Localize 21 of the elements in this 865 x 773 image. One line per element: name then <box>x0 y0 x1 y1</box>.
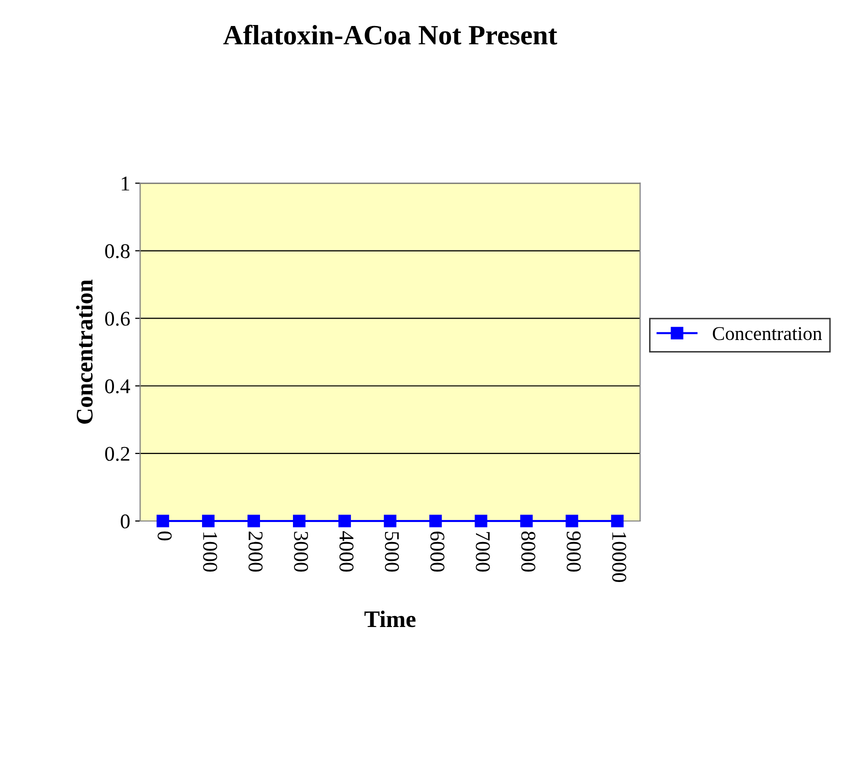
x-tick-label: 6000 <box>430 532 444 572</box>
y-tick-label: 1 <box>122 176 130 190</box>
x-tick-label: 4000 <box>339 531 354 572</box>
x-tick-label: 5000 <box>384 532 399 572</box>
x-tick-label: 8000 <box>521 532 536 572</box>
x-tick-label: 2000 <box>248 532 263 572</box>
chart-title: Aflatoxin-ACoa Not Present <box>223 24 558 45</box>
y-tick-label: 0.8 <box>105 244 130 258</box>
y-tick-label: 0.4 <box>105 379 130 394</box>
x-tick-label: 3000 <box>294 532 308 572</box>
x-tick-label: 0 <box>158 532 172 540</box>
legend-label: Concentration <box>712 327 822 340</box>
y-tick-label: 0.2 <box>105 446 130 461</box>
x-axis-title: Time <box>364 610 416 628</box>
x-tick-label: 9000 <box>566 531 581 572</box>
x-tick-label: 1000 <box>203 532 218 572</box>
y-tick-label: 0 <box>120 514 130 528</box>
x-tick-label: 7000 <box>476 532 490 572</box>
y-tick-label: 0.6 <box>105 312 130 326</box>
x-tick-label: 10000 <box>612 532 626 582</box>
y-axis-title: Concentration <box>76 280 93 424</box>
